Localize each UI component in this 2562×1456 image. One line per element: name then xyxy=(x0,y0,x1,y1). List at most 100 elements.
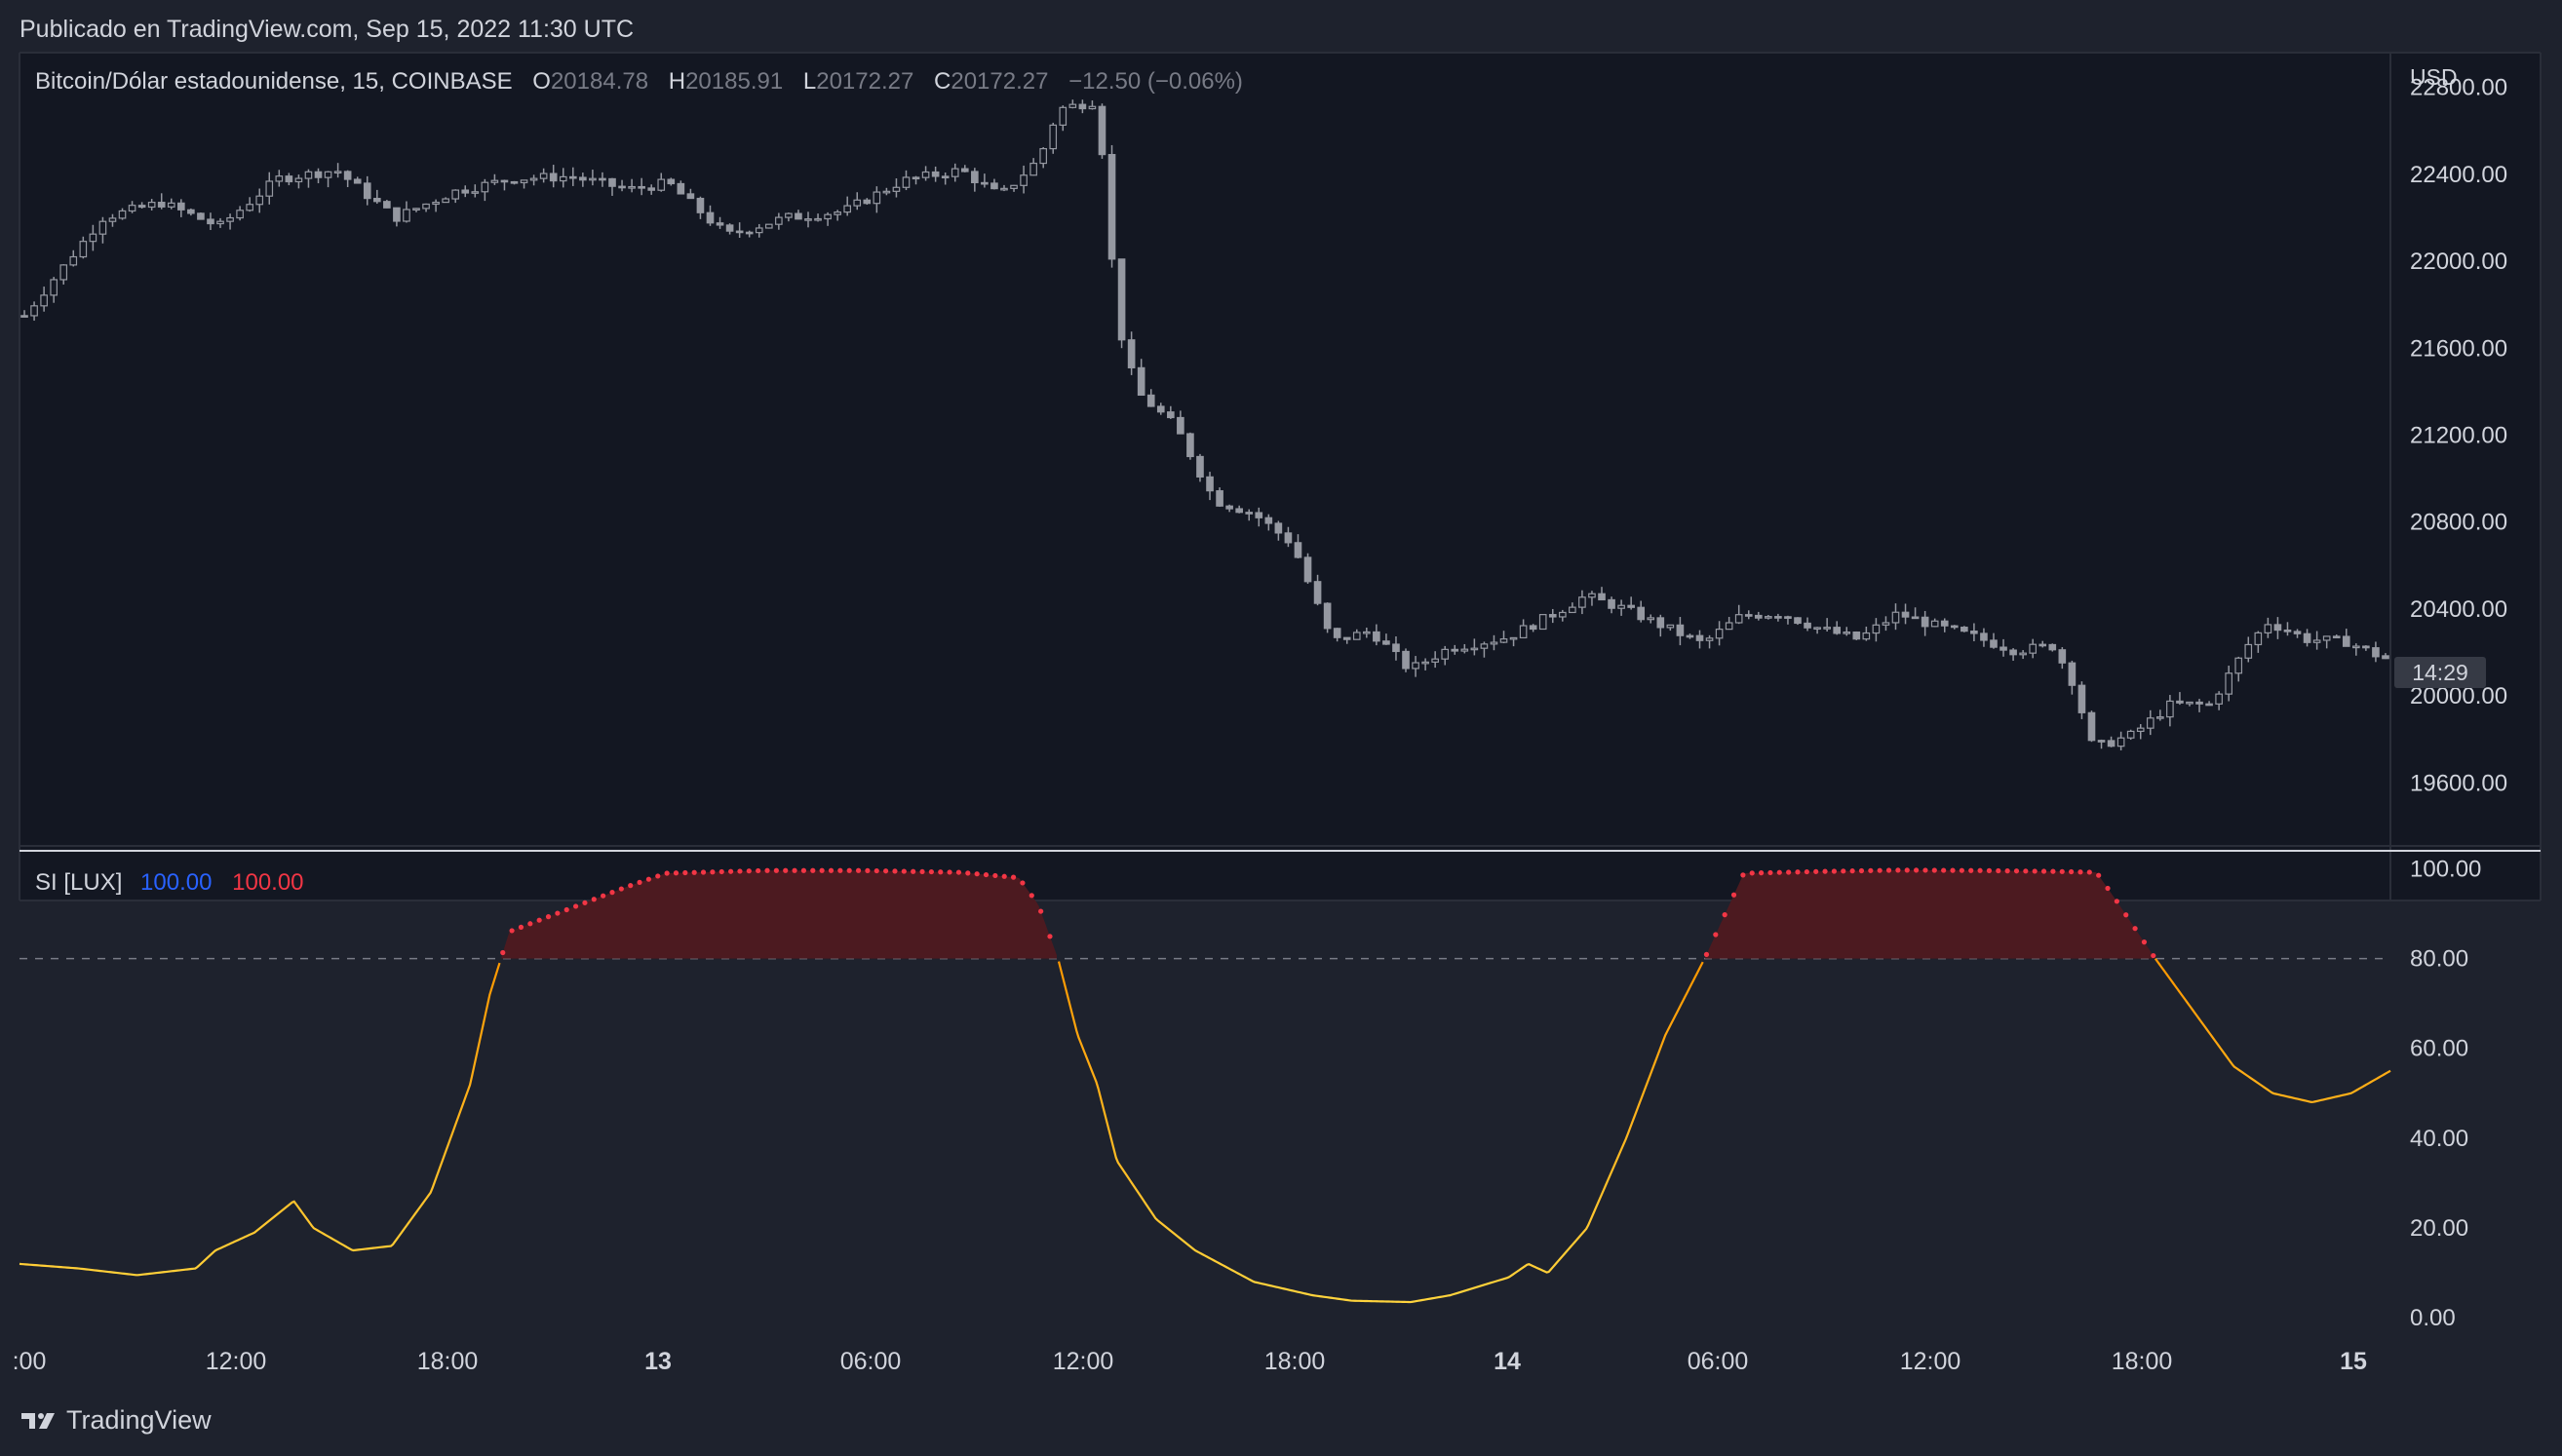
candle-body xyxy=(1843,631,1851,634)
si-dot xyxy=(2059,868,2065,874)
candle xyxy=(1676,617,1685,646)
si-dot xyxy=(746,868,752,874)
candle xyxy=(197,211,205,220)
candle-body xyxy=(539,172,548,179)
time-axis[interactable]: :00 12:00 18:00 13 06:00 12:00 18:00 14 06:00 12:… xyxy=(13,1348,2367,1375)
si-dot xyxy=(2114,899,2119,904)
candle-body xyxy=(2087,711,2096,742)
si-dot xyxy=(601,893,606,899)
candle-body xyxy=(1686,634,1694,638)
candle xyxy=(246,197,253,212)
candle-body xyxy=(1882,622,1890,626)
candle-body xyxy=(255,195,264,206)
candle xyxy=(510,180,519,185)
candle xyxy=(108,213,117,227)
overbought-fill xyxy=(501,870,1057,959)
candle-body xyxy=(246,204,253,211)
candle-body xyxy=(118,210,127,219)
candle xyxy=(785,212,793,222)
candle xyxy=(2234,656,2243,682)
candle-body xyxy=(2342,635,2350,647)
candle-body xyxy=(1637,606,1646,621)
candle xyxy=(1068,99,1077,109)
candle-body xyxy=(755,227,763,234)
si-dot xyxy=(1038,908,1044,914)
candle xyxy=(118,208,127,220)
si-dot xyxy=(1996,867,2001,874)
si-dot xyxy=(783,867,789,873)
candle xyxy=(1225,504,1233,513)
si-dot xyxy=(837,867,843,873)
si-dot xyxy=(555,910,561,916)
candle xyxy=(951,163,959,182)
time-tick-label: 12:00 xyxy=(206,1348,267,1375)
candle-body xyxy=(1049,124,1058,150)
candle xyxy=(442,197,449,204)
candle-body xyxy=(1794,617,1802,625)
si-dot xyxy=(1703,951,1710,957)
candle xyxy=(902,170,911,191)
si-dot xyxy=(1941,867,1947,873)
si-dot xyxy=(1713,932,1719,938)
candle-body xyxy=(1911,616,1920,620)
candle xyxy=(1980,628,1988,647)
candle xyxy=(2019,650,2027,660)
candles-layer xyxy=(20,99,2389,750)
candle-body xyxy=(529,177,538,181)
indicator-name[interactable]: SI [LUX] xyxy=(35,869,123,896)
candle-body xyxy=(1421,661,1429,665)
candle xyxy=(2029,638,2038,659)
candle xyxy=(275,170,284,187)
candle-body xyxy=(275,175,284,182)
candle xyxy=(745,230,754,238)
candle xyxy=(2058,647,2067,670)
candle-body xyxy=(2116,737,2125,747)
candle xyxy=(814,213,822,222)
brand-footer[interactable]: TradingView xyxy=(19,1405,212,1436)
candle-body xyxy=(873,191,881,205)
price-tick-label: 21600.00 xyxy=(2410,335,2507,362)
candle-body xyxy=(372,198,381,203)
currency-label[interactable]: USD xyxy=(2410,64,2458,90)
candle xyxy=(834,210,841,221)
si-dot xyxy=(846,867,852,873)
candle xyxy=(265,172,274,205)
indicator-legend: SI [LUX] 100.00 100.00 xyxy=(35,869,304,897)
candle-body xyxy=(69,255,78,266)
candle xyxy=(353,176,362,184)
candle-body xyxy=(2264,624,2272,633)
indicator-axis[interactable]: 100.00 80.00 60.00 40.00 20.00 0.00 xyxy=(2410,856,2481,1331)
candle xyxy=(1373,624,1380,646)
candle-body xyxy=(1990,639,1998,648)
si-dot xyxy=(509,928,515,934)
candle-body xyxy=(2038,643,2047,647)
candle xyxy=(1598,587,1606,601)
candle-body xyxy=(1999,646,2007,651)
candle xyxy=(1059,105,1068,132)
candle xyxy=(853,192,862,211)
si-dot xyxy=(865,867,871,873)
candle xyxy=(912,175,920,185)
candle xyxy=(20,310,28,318)
time-tick-label: 15 xyxy=(2340,1348,2367,1375)
si-dot xyxy=(947,869,952,875)
candle xyxy=(1303,553,1312,585)
candle xyxy=(207,212,214,231)
candle xyxy=(795,210,802,220)
candle xyxy=(1412,656,1419,677)
candle-body xyxy=(1940,620,1949,627)
symbol-title[interactable]: Bitcoin/Dólar estadounidense, 15, COINBA… xyxy=(35,68,513,95)
si-dot xyxy=(901,868,907,874)
candle-body xyxy=(1010,184,1018,189)
candle xyxy=(608,177,616,196)
price-axis[interactable]: 22800.00 22400.00 22000.00 21600.00 21200.00… xyxy=(2410,75,2507,797)
candle xyxy=(1940,618,1949,632)
time-tick-label: 14 xyxy=(1494,1348,1521,1375)
candle-body xyxy=(1245,512,1254,515)
si-dot xyxy=(664,870,670,876)
candle-body xyxy=(59,264,68,281)
candle-body xyxy=(343,171,352,180)
si-dot xyxy=(938,869,944,875)
candle xyxy=(1431,651,1439,669)
candle-body xyxy=(383,201,391,209)
